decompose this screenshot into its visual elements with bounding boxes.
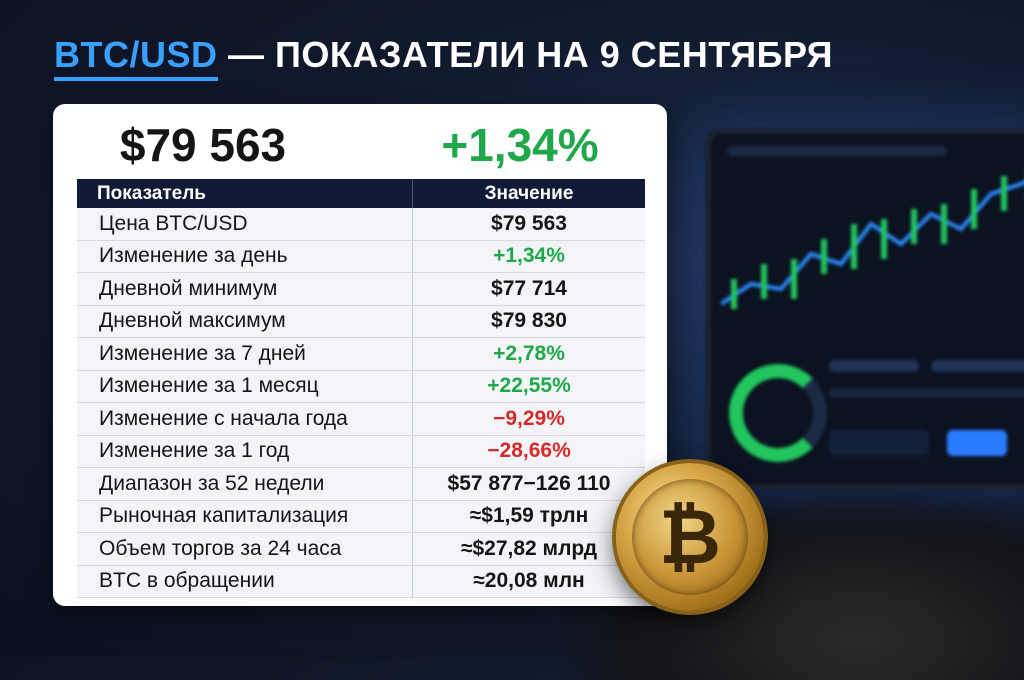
metric-name: Изменение за день [77, 240, 413, 273]
table-row: Объем торгов за 24 часа ≈$27,82 млрд [77, 532, 645, 566]
metric-name: Дневной минимум [77, 272, 413, 306]
table-row: Изменение с начала года −9,29% [77, 402, 645, 436]
laptop-topbar [727, 146, 947, 156]
table-row: Изменение за 1 месяц +22,55% [77, 370, 645, 403]
metric-name: Цена BTC/USD [77, 208, 413, 241]
metric-value: +22,55% [412, 370, 645, 403]
current-price: $79 563 [119, 119, 287, 171]
table-row: Рыночная капитализация ≈$1,59 трлн [77, 500, 645, 533]
metric-name: Диапазон за 52 недели [77, 467, 413, 501]
laptop-panel [829, 430, 929, 456]
metrics-table: Показатель Значение Цена BTC/USD $79 563 И… [77, 179, 645, 598]
laptop-gauge [729, 364, 827, 462]
background-laptop-illustration [705, 128, 1024, 490]
laptop-chart-illustration [721, 176, 1024, 309]
table-row: Цена BTC/USD $79 563 [77, 208, 645, 241]
bitcoin-coin-icon: ₿ [616, 463, 764, 611]
metric-value: ≈$27,82 млрд [412, 532, 645, 566]
metric-name: Изменение за 1 год [77, 435, 413, 468]
metric-value: +2,78% [412, 337, 645, 371]
table-row: Изменение за 7 дней +2,78% [77, 337, 645, 371]
metric-name: BTC в обращении [77, 565, 413, 598]
metric-name: Объем торгов за 24 часа [77, 532, 413, 566]
table-row: Изменение за 1 год −28,66% [77, 435, 645, 468]
table-row: Дневной минимум $77 714 [77, 272, 645, 306]
metric-value: ≈$1,59 трлн [412, 500, 645, 533]
metric-name: Изменение за 1 месяц [77, 370, 413, 403]
column-header-metric: Показатель [77, 179, 413, 208]
daily-change: +1,34% [441, 119, 599, 171]
metric-value: ≈20,08 млн [412, 565, 645, 598]
laptop-bar [931, 360, 1024, 372]
title-rest: — ПОКАЗАТЕЛИ НА 9 СЕНТЯБРЯ [217, 34, 834, 75]
metric-value: +1,34% [412, 240, 645, 273]
table-header-row: Показатель Значение [77, 179, 645, 208]
table-row: BTC в обращении ≈20,08 млн [77, 565, 645, 598]
metric-value: $57 877−126 110 [412, 467, 645, 501]
metric-value: −9,29% [412, 402, 645, 436]
table-row: Изменение за день +1,34% [77, 240, 645, 273]
table-row: Диапазон за 52 недели $57 877−126 110 [77, 467, 645, 501]
metric-value: $79 563 [412, 208, 645, 241]
laptop-bar [829, 388, 1024, 398]
metric-value: −28,66% [412, 435, 645, 468]
metric-name: Дневной максимум [77, 305, 413, 338]
page-title: BTC/USD — ПОКАЗАТЕЛИ НА 9 СЕНТЯБРЯ [54, 34, 834, 81]
metric-value: $79 830 [412, 305, 645, 338]
metric-value: $77 714 [412, 272, 645, 306]
metric-name: Изменение с начала года [77, 402, 413, 436]
laptop-bar [829, 360, 919, 372]
bitcoin-symbol: ₿ [659, 492, 721, 581]
table-row: Дневной максимум $79 830 [77, 305, 645, 338]
metric-name: Изменение за 7 дней [77, 337, 413, 371]
laptop-button [947, 430, 1007, 456]
coin-face: ₿ [632, 479, 748, 595]
title-pair: BTC/USD [54, 34, 218, 81]
column-header-value: Значение [412, 179, 645, 208]
metric-name: Рыночная капитализация [77, 500, 413, 533]
